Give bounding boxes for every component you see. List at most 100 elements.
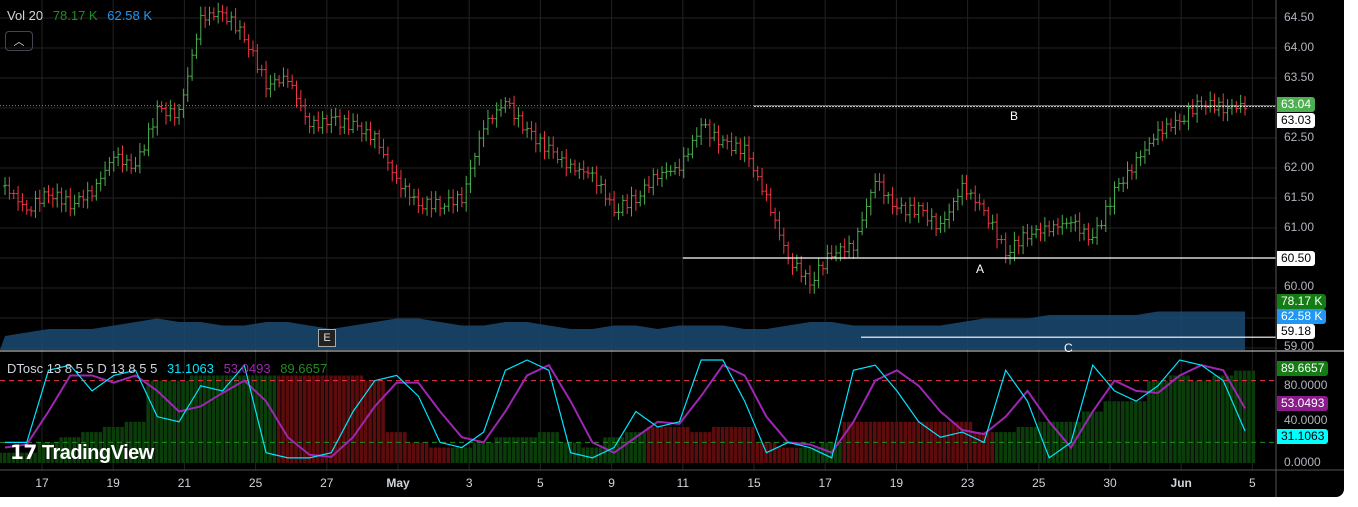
osc-histogram-bar [407,442,412,463]
collapse-legend-button[interactable]: ︿ [5,31,33,51]
osc-histogram-bar [59,437,63,463]
osc-histogram-bar [986,432,990,463]
osc-histogram-bar [433,447,438,463]
time-tick-label: 25 [248,476,263,490]
osc-histogram-bar [250,375,255,463]
osc-histogram-bar [894,421,899,463]
osc-histogram-bar [420,442,425,463]
osc-histogram-bar [968,421,973,463]
oscillator-legend: DTosc 13 8 5 5 D 13 8 5 5 31.1063 53.049… [7,361,333,376]
osc-histogram-bar [446,447,451,463]
osc-histogram-bar [355,375,359,463]
osc-histogram-bar [1029,426,1034,463]
time-tick-label: 3 [465,476,473,490]
osc-histogram-bar [1194,380,1199,463]
osc-histogram-bar [1229,375,1234,463]
osc-histogram-bar [785,447,790,463]
osc-histogram-bar [668,426,673,463]
osc-histogram-bar [698,432,703,463]
osc-histogram-bar [603,437,607,463]
osc-slow-value: 53.0493 [223,361,271,376]
osc-histogram-bar [1107,401,1112,463]
osc-histogram-bar [633,432,638,463]
chart-canvas[interactable] [0,0,1344,497]
osc-histogram-bar [385,432,390,463]
osc-histogram-bar [216,375,220,463]
osc-histogram-bar [1081,411,1086,463]
time-tick-label: 5 [537,476,544,490]
osc-histogram-bar [316,375,320,463]
osc-histogram-bar [990,432,995,463]
earnings-badge[interactable]: E [318,329,336,347]
osc-histogram-bar [202,375,207,463]
osc-histogram-bar [672,426,677,463]
price-tick-label: 61.50 [1284,190,1315,204]
osc-histogram-bar [659,426,664,463]
osc-histogram-bar [468,447,472,463]
osc-histogram-bar [442,447,446,463]
osc-histogram-bar [28,452,33,463]
osc-histogram-bar [799,447,803,463]
osc-histogram-bar [1099,411,1103,463]
osc-histogram-bar [942,421,947,463]
line-b-label: B [1010,109,1019,123]
price-tick-label: 62.00 [1284,160,1315,174]
osc-histogram-bar [72,437,76,463]
osc-histogram-bar [781,447,786,463]
time-tick-label: 17 [818,476,832,490]
time-tick-label: 17 [35,476,49,490]
volume-ma-value: 62.58 K [107,8,153,23]
osc-histogram-bar [851,421,855,463]
osc-histogram-bar [777,447,781,463]
osc-slow-line [4,363,1246,458]
osc-hist-value: 89.6657 [280,361,328,376]
osc-histogram-bar [611,437,616,463]
osc-histogram-bar [111,426,116,463]
osc-histogram-bar [516,437,520,463]
line-a-price-tag: 60.50 [1277,251,1316,266]
osc-histogram-bar [638,432,642,463]
osc-histogram-bar [598,447,603,463]
osc-histogram-bar [15,452,20,463]
osc-histogram-bar [694,432,699,463]
price-tick-label: 61.00 [1284,220,1315,234]
osc-histogram-bar [359,375,364,463]
osc-histogram-bar [716,426,720,463]
osc-histogram-bar [1238,370,1243,463]
osc-tick-label: 40.0000 [1284,413,1328,427]
osc-histogram-bar [163,380,168,463]
osc-histogram-bar [729,426,733,463]
osc-histogram-bar [1251,370,1256,463]
osc-histogram-bar [703,432,707,463]
osc-histogram-bar [81,432,85,463]
osc-histogram-bar [394,432,398,463]
osc-histogram-bar [594,447,599,463]
osc-histogram-bar [311,375,316,463]
osc-histogram-bar [994,432,999,463]
osc-histogram-bar [1116,401,1121,463]
osc-histogram-bar [337,375,342,463]
osc-histogram-bar [520,437,525,463]
osc-histogram-bar [237,375,242,463]
osc-histogram-bar [63,437,68,463]
time-tick-label: 27 [320,476,334,490]
osc-histogram-bar [268,375,272,463]
osc-histogram-bar [289,375,294,463]
osc-histogram-bar [198,375,203,463]
chart-frame[interactable]: Vol 20 78.17 K 62.58 K ︿ DTosc 13 8 5 5 … [0,0,1344,497]
osc-histogram-bar [842,421,847,463]
osc-histogram-bar [2,452,7,463]
logo-icon: 𝟭𝟳 [10,442,42,464]
osc-histogram-bar [1025,426,1029,463]
osc-histogram-bar [342,375,346,463]
osc-histogram-bar [363,380,368,463]
osc-histogram-bar [381,380,385,463]
osc-histogram-bar [859,421,864,463]
osc-histogram-bar [1077,421,1082,463]
osc-histogram-bar [450,447,455,463]
osc-histogram-bar [233,375,237,463]
osc-histogram-bar [150,380,155,463]
osc-histogram-bar [886,421,890,463]
price-tick-label: 60.00 [1284,279,1315,293]
osc-histogram-bar [1225,375,1229,463]
